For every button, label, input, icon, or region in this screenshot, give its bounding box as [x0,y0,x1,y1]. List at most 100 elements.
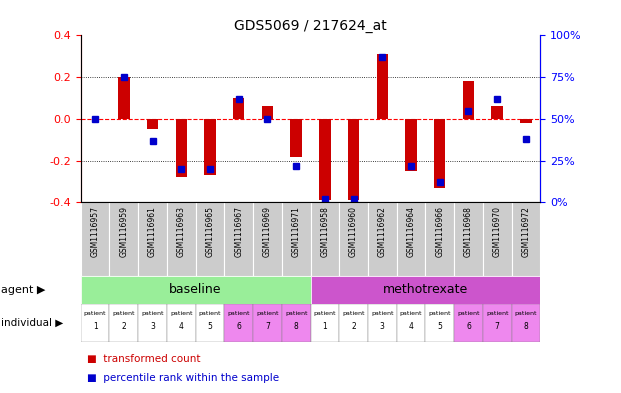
Text: GSM1116965: GSM1116965 [206,206,214,257]
Bar [147,119,158,129]
Text: GSM1116970: GSM1116970 [492,206,502,257]
Text: 4: 4 [179,322,184,331]
Text: GSM1116968: GSM1116968 [464,206,473,257]
Bar [196,304,224,342]
Bar [454,202,483,275]
Bar [138,304,167,342]
Text: 5: 5 [437,322,442,331]
Bar [406,119,417,171]
Bar [397,304,425,342]
Bar [196,202,224,275]
Bar [253,202,282,275]
Bar [81,275,310,304]
Text: patient: patient [457,311,479,316]
Bar [463,81,474,119]
Bar [81,202,109,275]
Text: GSM1116966: GSM1116966 [435,206,444,257]
Bar [520,119,532,123]
Text: patient: patient [199,311,221,316]
Text: 7: 7 [495,322,500,331]
Text: 8: 8 [294,322,299,331]
Text: GSM1116971: GSM1116971 [292,206,301,257]
Text: GSM1116969: GSM1116969 [263,206,272,257]
Text: patient: patient [515,311,537,316]
Bar [368,202,397,275]
Text: 7: 7 [265,322,270,331]
Text: GSM1116958: GSM1116958 [320,206,329,257]
Text: patient: patient [170,311,193,316]
Bar [491,107,503,119]
Bar [454,304,483,342]
Text: GSM1116964: GSM1116964 [407,206,415,257]
Text: GSM1116957: GSM1116957 [91,206,99,257]
Bar [483,202,512,275]
Bar [224,202,253,275]
Bar [348,119,360,200]
Bar [109,304,138,342]
Bar [233,98,245,119]
Text: GSM1116963: GSM1116963 [177,206,186,257]
Bar [118,77,130,119]
Bar [339,202,368,275]
Text: 1: 1 [93,322,97,331]
Text: patient: patient [112,311,135,316]
Bar [339,304,368,342]
Bar [109,202,138,275]
Text: GSM1116972: GSM1116972 [522,206,530,257]
Bar [310,304,339,342]
Bar [167,304,196,342]
Text: ■  percentile rank within the sample: ■ percentile rank within the sample [87,373,279,383]
Text: 4: 4 [409,322,414,331]
Text: patient: patient [285,311,307,316]
Text: methotrexate: methotrexate [383,283,468,296]
Text: 6: 6 [466,322,471,331]
Text: GSM1116959: GSM1116959 [119,206,129,257]
Bar [261,107,273,119]
Text: GSM1116967: GSM1116967 [234,206,243,257]
Text: patient: patient [400,311,422,316]
Text: 3: 3 [380,322,385,331]
Bar [397,202,425,275]
Bar [434,119,445,188]
Text: patient: patient [256,311,279,316]
Bar [512,202,540,275]
Text: GSM1116961: GSM1116961 [148,206,157,257]
Text: baseline: baseline [170,283,222,296]
Bar [253,304,282,342]
Text: patient: patient [314,311,336,316]
Text: patient: patient [142,311,164,316]
Text: 6: 6 [236,322,241,331]
Text: 2: 2 [351,322,356,331]
Text: patient: patient [428,311,451,316]
Text: 8: 8 [524,322,528,331]
Bar [291,119,302,156]
Bar [310,275,540,304]
Text: patient: patient [84,311,106,316]
Bar [512,304,540,342]
Text: 2: 2 [122,322,126,331]
Text: GSM1116962: GSM1116962 [378,206,387,257]
Bar [483,304,512,342]
Text: GSM1116960: GSM1116960 [349,206,358,257]
Bar [376,54,388,119]
Bar [310,202,339,275]
Text: 3: 3 [150,322,155,331]
Text: patient: patient [227,311,250,316]
Bar [81,304,109,342]
Text: 1: 1 [322,322,327,331]
Text: ■  transformed count: ■ transformed count [87,354,201,364]
Text: patient: patient [342,311,365,316]
Title: GDS5069 / 217624_at: GDS5069 / 217624_at [234,19,387,33]
Bar [282,202,310,275]
Bar [425,202,454,275]
Bar [138,202,167,275]
Bar [282,304,310,342]
Bar [204,119,215,175]
Text: patient: patient [486,311,509,316]
Text: individual ▶: individual ▶ [1,318,63,328]
Bar [224,304,253,342]
Bar [176,119,187,177]
Bar [167,202,196,275]
Bar [368,304,397,342]
Bar [425,304,454,342]
